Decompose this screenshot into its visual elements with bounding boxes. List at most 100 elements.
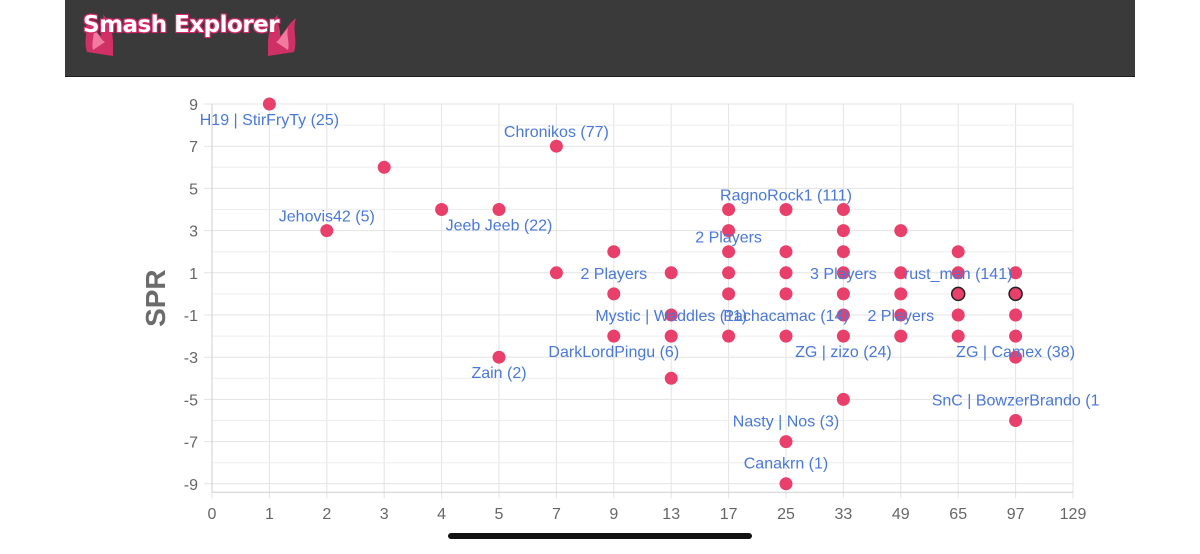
data-point[interactable]: [492, 350, 506, 364]
data-point[interactable]: [377, 160, 391, 174]
data-point[interactable]: [836, 224, 850, 238]
y-tick-label: -7: [184, 435, 198, 452]
point-annotation: 2 Players: [867, 308, 934, 325]
data-point[interactable]: [1009, 329, 1023, 343]
data-point[interactable]: [664, 308, 678, 322]
x-tick-label: 2: [322, 506, 331, 523]
data-point[interactable]: [1009, 350, 1023, 364]
app-header: Smash Explorer: [65, 0, 1135, 77]
data-point[interactable]: [894, 224, 908, 238]
x-tick-label: 3: [380, 506, 389, 523]
data-point[interactable]: [722, 329, 736, 343]
data-point[interactable]: [836, 308, 850, 322]
data-point[interactable]: [779, 329, 793, 343]
x-tick-label: 129: [1060, 506, 1087, 523]
y-tick-label: 5: [189, 181, 198, 198]
y-tick-label: -9: [184, 477, 198, 494]
y-tick-label: -1: [184, 308, 198, 325]
data-point[interactable]: [779, 435, 793, 449]
point-annotation: H19 | StirFryTy (25): [200, 112, 339, 129]
y-tick-label: -3: [184, 350, 198, 367]
data-point[interactable]: [1009, 414, 1023, 427]
data-point[interactable]: [722, 203, 736, 216]
data-point[interactable]: [951, 308, 965, 322]
x-tick-label: 33: [835, 506, 853, 523]
data-point[interactable]: [320, 224, 334, 238]
y-tick-label: 9: [189, 97, 198, 114]
point-annotation: Jeeb Jeeb (22): [446, 218, 553, 235]
data-point[interactable]: [722, 224, 736, 238]
y-axis-title: SPR: [140, 269, 171, 327]
point-annotation: 2 Players: [580, 266, 647, 283]
data-point[interactable]: [951, 245, 965, 259]
data-point[interactable]: [836, 329, 850, 343]
data-point[interactable]: [549, 266, 563, 280]
x-tick-label: 7: [552, 506, 561, 523]
x-tick-label: 97: [1007, 506, 1025, 523]
data-point[interactable]: [664, 329, 678, 343]
y-tick-label: 1: [189, 266, 198, 283]
point-annotation: 3 Players: [810, 266, 877, 283]
point-annotation: Zain (2): [471, 365, 526, 382]
data-point[interactable]: [1008, 286, 1023, 302]
data-point[interactable]: [951, 266, 965, 280]
app-title[interactable]: Smash Explorer: [83, 12, 280, 38]
x-tick-label: 65: [949, 506, 967, 523]
point-annotation: Mystic | Waddles (11): [595, 308, 747, 325]
x-tick-label: 13: [662, 506, 680, 523]
data-point[interactable]: [836, 245, 850, 259]
y-tick-label: -5: [184, 392, 198, 409]
data-point[interactable]: [836, 392, 850, 406]
data-point[interactable]: [836, 287, 850, 301]
data-point[interactable]: [664, 266, 678, 280]
x-tick-label: 9: [609, 506, 618, 523]
point-annotation: Jehovis42 (5): [279, 209, 375, 226]
data-point[interactable]: [894, 329, 908, 343]
flame-logo-icon[interactable]: [83, 12, 298, 62]
data-point[interactable]: [894, 266, 908, 280]
point-annotation: DarkLordPingu (6): [548, 344, 679, 361]
point-annotation: 2 Players: [695, 230, 762, 247]
point-annotation: Pachacamac (14): [723, 308, 848, 325]
data-point[interactable]: [1009, 308, 1023, 322]
data-point[interactable]: [894, 287, 908, 301]
spr-scatter-chart: 0 1 2 3 4 5 7 9 13 17 25 33 49 65 97 12997531-1-3-5-7-9…: [140, 97, 1100, 523]
data-point[interactable]: [492, 203, 506, 216]
point-annotation: ZG | Camex (38): [956, 344, 1075, 361]
point-annotation: ZG | zizo (24): [795, 344, 892, 361]
data-point[interactable]: [950, 286, 966, 302]
data-point[interactable]: [779, 245, 793, 259]
data-point[interactable]: [722, 245, 736, 259]
data-point[interactable]: [722, 266, 736, 280]
data-point[interactable]: [722, 287, 736, 301]
data-point[interactable]: [836, 266, 850, 280]
y-tick-label: 7: [189, 139, 198, 156]
data-point[interactable]: [262, 97, 276, 111]
point-annotation: rust_man (141): [904, 266, 1013, 283]
data-point[interactable]: [607, 287, 621, 301]
x-tick-label: 4: [437, 506, 446, 523]
data-point[interactable]: [894, 308, 908, 322]
point-annotation: RagnoRock1 (111): [720, 188, 852, 205]
data-point[interactable]: [779, 477, 793, 491]
x-tick-label: 0: [208, 506, 217, 523]
x-tick-label: 25: [777, 506, 795, 523]
data-point[interactable]: [951, 329, 965, 343]
x-tick-label: 49: [892, 506, 910, 523]
point-annotation: Canakrn (1): [744, 456, 828, 473]
x-tick-label: 17: [720, 506, 738, 523]
data-point[interactable]: [779, 203, 793, 216]
data-point[interactable]: [779, 287, 793, 301]
data-point[interactable]: [435, 203, 449, 216]
data-point[interactable]: [664, 371, 678, 385]
data-point[interactable]: [607, 329, 621, 343]
point-annotation: Nasty | Nos (3): [733, 414, 839, 431]
data-point[interactable]: [607, 245, 621, 259]
data-point[interactable]: [779, 266, 793, 280]
data-point[interactable]: [549, 139, 563, 153]
data-point[interactable]: [1009, 266, 1023, 280]
x-tick-label: 1: [265, 506, 274, 523]
point-annotation: SnC | BowzerBrando (1: [932, 392, 1100, 409]
data-point[interactable]: [836, 203, 850, 216]
home-indicator: [448, 533, 752, 539]
